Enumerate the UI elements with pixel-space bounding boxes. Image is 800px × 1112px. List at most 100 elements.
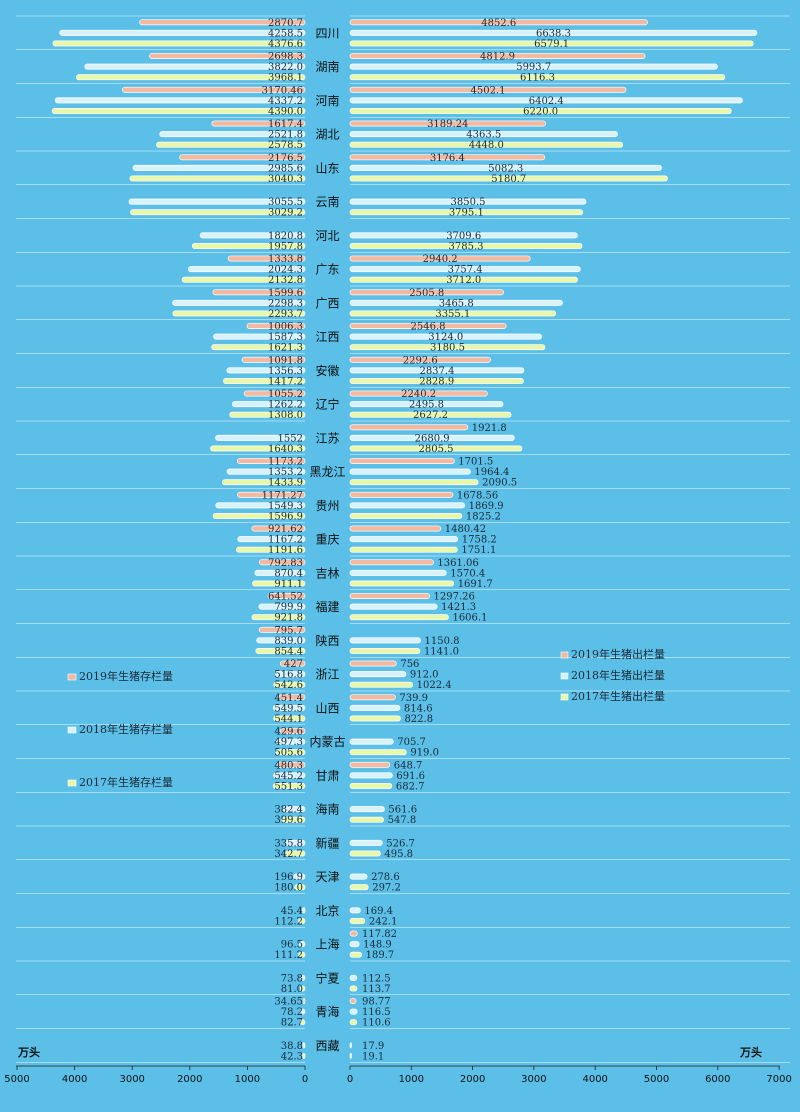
bar-right-0: [349, 930, 358, 937]
value-label-left: 2024.3: [268, 265, 303, 276]
bar-right-1: [349, 63, 718, 70]
value-label-right: 4363.5: [466, 130, 501, 141]
legend-left-label: 2019年生猪存栏量: [79, 669, 173, 683]
tick-label-right: 4000: [582, 1074, 607, 1085]
value-label-right: 17.9: [362, 1041, 384, 1052]
bar-right-0: [349, 458, 455, 464]
bar-right-1: [349, 772, 393, 779]
bar-right-1: [349, 671, 407, 678]
bar-left-2: [172, 310, 306, 317]
category-label: 河北: [315, 229, 339, 243]
value-label-left: 641.52: [268, 592, 303, 603]
value-label-right: 919.0: [410, 748, 439, 759]
value-label-left: 544.1: [274, 714, 303, 725]
value-label-left: 2985.6: [268, 163, 303, 174]
bar-left-2: [236, 546, 306, 553]
value-label-right: 112.5: [362, 973, 391, 984]
value-label-right: 2240.2: [401, 389, 436, 400]
bar-right-0: [349, 53, 646, 59]
value-label-right: 1421.3: [441, 602, 476, 613]
value-label-left: 1596.9: [268, 511, 303, 522]
value-label-right: 6638.3: [536, 28, 571, 39]
value-label-left: 3968.1: [268, 73, 303, 84]
value-label-right: 3189.24: [427, 119, 468, 130]
bar-right-1: [349, 468, 471, 475]
value-label-left: 1091.8: [268, 355, 303, 366]
value-label-left: 38.8: [281, 1041, 303, 1052]
value-label-right: 5180.7: [491, 174, 526, 185]
bar-right-2: [349, 918, 366, 924]
bar-left-1: [159, 131, 306, 138]
value-label-left: 516.8: [274, 670, 303, 681]
value-label-left: 335.8: [274, 838, 303, 849]
bar-right-1: [349, 266, 581, 273]
value-label-right: 6220.0: [523, 106, 558, 117]
value-label-left: 4258.5: [268, 28, 303, 39]
value-label-left: 480.3: [274, 760, 303, 771]
value-label-left: 1820.8: [268, 231, 303, 242]
value-label-left: 542.6: [274, 680, 303, 691]
bar-left-2: [298, 951, 306, 958]
value-label-left: 921.8: [274, 613, 303, 624]
value-label-right: 2940.2: [423, 254, 458, 265]
value-label-right: 2680.9: [415, 433, 450, 444]
value-label-right: 1691.7: [458, 579, 493, 590]
value-label-right: 4812.9: [480, 52, 515, 63]
bar-right-2: [349, 141, 624, 148]
bar-left-1: [300, 1008, 306, 1015]
value-label-left: 2698.3: [268, 52, 303, 63]
bar-right-0: [349, 559, 434, 566]
bar-left-2: [191, 243, 306, 249]
bar-right-0: [349, 154, 546, 161]
bar-left-0: [258, 626, 306, 633]
value-label-right: 2627.2: [413, 410, 448, 421]
bar-left-1: [172, 299, 306, 306]
value-label-left: 2293.7: [268, 309, 303, 320]
value-label-left: 112.2: [274, 916, 303, 927]
value-label-left: 1173.2: [268, 457, 303, 468]
category-label: 上海: [315, 937, 339, 952]
bar-left-1: [273, 772, 306, 779]
bar-left-0: [276, 761, 306, 768]
bar-right-2: [349, 1019, 358, 1026]
bar-right-2: [349, 74, 726, 81]
value-label-left: 82.7: [281, 1018, 303, 1029]
value-label-right: 691.6: [396, 771, 425, 782]
bar-left-1: [258, 603, 306, 610]
category-label: 广东: [315, 263, 339, 277]
value-label-right: 1921.8: [472, 423, 507, 434]
category-label: 内蒙古: [309, 734, 345, 749]
value-label-right: 3795.1: [449, 208, 484, 219]
bar-right-2: [349, 1053, 352, 1059]
bar-left-2: [156, 141, 306, 148]
value-label-left: 2132.8: [268, 275, 303, 286]
value-label-left: 4337.2: [268, 96, 303, 107]
value-label-left: 505.6: [274, 748, 303, 759]
value-label-right: 98.77: [362, 997, 391, 1008]
category-labels: 四川湖南河南湖北山东云南河北广东广西江西安徽辽宁江苏黑龙江贵州重庆吉林福建陕西浙…: [309, 26, 345, 1053]
value-label-right: 242.1: [369, 916, 398, 927]
value-label-right: 682.7: [396, 781, 425, 792]
value-label-right: 739.9: [399, 693, 428, 704]
value-label-left: 792.83: [268, 558, 303, 569]
bar-right-0: [349, 390, 488, 397]
value-label-right: 814.6: [404, 703, 433, 714]
value-label-right: 1606.1: [452, 613, 487, 624]
legend-left-swatch: [67, 726, 77, 734]
legend-right-swatch: [560, 651, 569, 659]
bar-left-1: [302, 1042, 306, 1049]
bar-left-2: [223, 378, 306, 384]
bar-left-1: [199, 232, 306, 239]
bar-right-1: [349, 299, 563, 306]
bar-right-2: [349, 108, 732, 114]
bar-left-1: [215, 434, 306, 441]
bar-left-2: [130, 209, 306, 216]
value-label-left: 1549.3: [268, 501, 303, 512]
bar-right-2: [349, 985, 358, 992]
bar-left-0: [246, 323, 306, 329]
value-label-left: 497.3: [274, 737, 303, 748]
bar-right-2: [349, 310, 557, 317]
bar-right-0: [349, 694, 396, 701]
category-label: 河南: [315, 93, 339, 108]
